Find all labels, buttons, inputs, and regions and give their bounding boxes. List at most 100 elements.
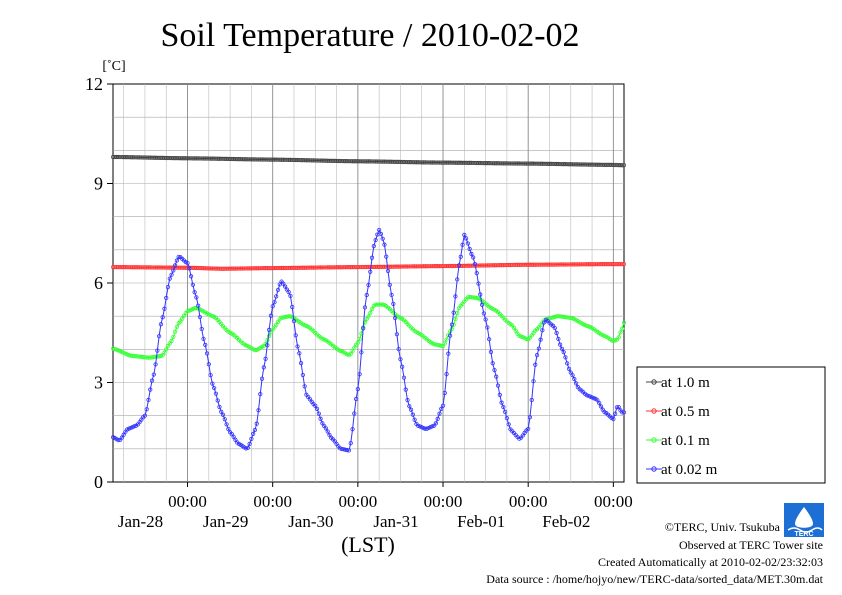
data-point <box>353 396 359 402</box>
data-point <box>561 350 566 355</box>
credit-created: Created Automatically at 2010-02-02/23:3… <box>598 555 823 569</box>
data-point <box>256 408 261 413</box>
data-point <box>187 266 192 271</box>
data-point <box>554 330 559 336</box>
data-point <box>251 431 256 436</box>
data-point <box>185 260 190 266</box>
data-point <box>206 362 211 367</box>
y-tick-label: 3 <box>94 373 103 393</box>
data-point <box>226 426 231 432</box>
data-point <box>194 295 199 300</box>
series-at-1-0-m <box>110 154 627 168</box>
x-tick-time: 00:00 <box>338 492 377 511</box>
data-point <box>556 336 561 342</box>
data-point <box>197 314 203 320</box>
legend-box <box>636 366 826 484</box>
data-point <box>618 330 623 335</box>
data-point <box>369 255 375 260</box>
data-point <box>283 284 288 289</box>
y-tick-label: 9 <box>94 174 103 194</box>
data-point <box>162 350 167 355</box>
data-point <box>442 390 447 396</box>
data-point <box>121 432 126 437</box>
data-point <box>407 404 412 409</box>
data-point <box>527 415 533 420</box>
data-point <box>263 356 268 361</box>
data-point <box>492 367 497 373</box>
data-point <box>219 409 224 414</box>
data-point <box>302 384 307 389</box>
data-point <box>174 258 179 263</box>
credit-org: ©TERC, Univ. Tsukuba <box>665 520 781 534</box>
data-point <box>300 372 305 378</box>
data-point <box>192 290 197 295</box>
data-point <box>611 416 616 422</box>
data-point <box>488 349 494 355</box>
data-point <box>190 282 195 287</box>
data-point <box>476 281 481 286</box>
data-point <box>529 397 534 403</box>
x-tick-date: Feb-02 <box>542 512 590 531</box>
data-point <box>157 334 162 339</box>
data-point <box>494 374 499 379</box>
data-point <box>144 407 149 412</box>
data-point <box>453 316 458 322</box>
x-tick-time: 00:00 <box>253 492 292 511</box>
data-point <box>387 282 392 287</box>
wave-icon <box>787 527 823 533</box>
legend-label: at 0.5 m <box>661 404 710 420</box>
data-point <box>598 404 604 409</box>
data-point <box>385 268 391 274</box>
data-point <box>499 400 504 405</box>
data-point <box>449 322 454 327</box>
data-point <box>272 300 277 305</box>
data-point <box>188 274 194 279</box>
data-point <box>558 342 563 347</box>
data-point <box>350 427 355 432</box>
data-point <box>465 241 470 246</box>
data-point <box>359 350 364 355</box>
data-point <box>165 284 171 290</box>
data-point <box>467 246 472 252</box>
data-point <box>313 403 318 408</box>
water-drop-icon <box>795 507 813 528</box>
data-point <box>203 342 208 348</box>
data-point <box>274 322 279 327</box>
data-point <box>524 336 529 341</box>
legend-label: at 0.02 m <box>661 462 718 478</box>
data-point <box>506 422 511 427</box>
data-point <box>572 377 577 382</box>
data-point <box>281 281 286 286</box>
x-tick-time: 00:00 <box>594 492 633 511</box>
data-point <box>346 448 352 453</box>
x-axis: 00:00Jan-2800:00Jan-2900:00Jan-3000:00Ja… <box>118 482 633 531</box>
data-point <box>469 251 474 256</box>
data-point <box>463 236 469 241</box>
data-point <box>355 340 360 345</box>
data-point <box>254 421 259 426</box>
y-tick-label: 12 <box>85 74 103 94</box>
data-point <box>401 375 407 380</box>
data-point <box>116 438 121 443</box>
data-point <box>357 336 362 342</box>
data-point <box>208 372 213 378</box>
data-point <box>268 313 274 318</box>
x-tick-date: Jan-30 <box>288 512 333 531</box>
data-point <box>396 347 401 352</box>
data-point <box>261 365 266 370</box>
data-point <box>196 303 201 308</box>
data-point <box>568 315 573 320</box>
data-point <box>490 361 495 366</box>
data-point <box>573 381 579 386</box>
data-point <box>171 334 176 339</box>
legend-swatch-marker <box>651 408 657 414</box>
data-point <box>403 387 408 392</box>
data-point <box>293 333 298 338</box>
data-point <box>380 236 385 241</box>
y-unit-label: [˚C] <box>102 59 125 74</box>
data-point <box>160 315 165 320</box>
data-point <box>245 445 250 450</box>
data-point <box>213 391 219 396</box>
data-point <box>513 328 518 333</box>
